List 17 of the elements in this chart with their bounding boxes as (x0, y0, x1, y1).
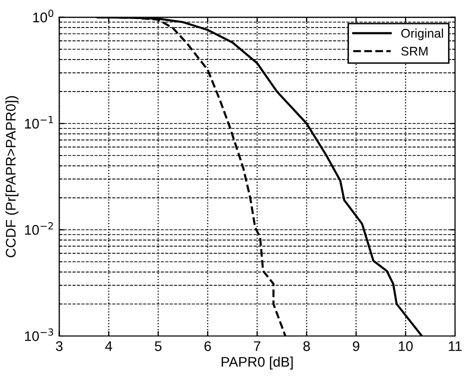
x-tick-label: 11 (448, 341, 462, 351)
legend-label: Original (401, 28, 443, 40)
y-axis-title: CCDF (Pr[PAPR>PAPR0]) (5, 96, 18, 258)
legend-label: SRM (401, 46, 428, 56)
x-tick-label: 3 (56, 341, 62, 352)
y-tick-label: 10$^{−3}$ (25, 328, 54, 342)
x-tick-label: 8 (303, 341, 310, 352)
x-axis-title: PAPR0 [dB] (222, 356, 293, 370)
x-tick-label: 5 (154, 341, 162, 352)
y-tick-label: 10$^{−2}$ (25, 222, 53, 235)
x-tick-label: 7 (254, 341, 260, 351)
x-tick-label: 6 (204, 341, 211, 352)
x-tick-label: 9 (352, 341, 360, 352)
x-tick-label: 4 (105, 341, 112, 351)
y-tick-label: 10$^{0}$ (33, 10, 54, 22)
y-tick-label: 10$^{−1}$ (25, 116, 53, 129)
x-tick-label: 10 (398, 341, 413, 352)
